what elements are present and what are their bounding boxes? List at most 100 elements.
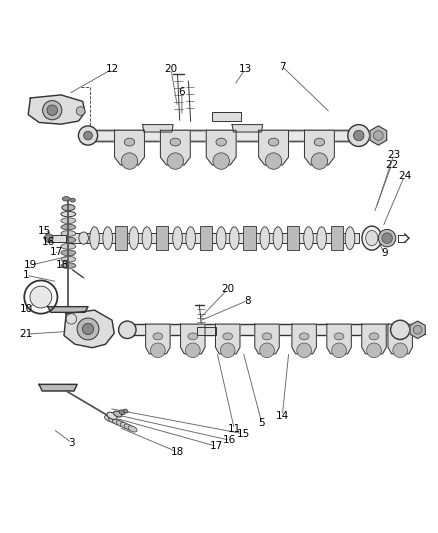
Circle shape [391,320,410,340]
Circle shape [393,343,407,358]
Circle shape [353,130,364,141]
Ellipse shape [62,205,75,211]
Circle shape [119,321,136,338]
Polygon shape [215,324,240,354]
Ellipse shape [369,333,379,340]
Circle shape [220,343,235,358]
Ellipse shape [153,333,163,340]
Circle shape [151,343,165,358]
Text: 3: 3 [69,438,75,448]
Ellipse shape [124,138,135,146]
Bar [115,226,127,251]
Ellipse shape [61,237,76,243]
Circle shape [367,343,381,358]
Ellipse shape [103,227,113,249]
Ellipse shape [124,424,133,430]
Ellipse shape [61,244,76,249]
Ellipse shape [186,227,195,249]
Polygon shape [180,324,205,354]
Polygon shape [292,324,316,354]
Bar [66,233,359,244]
Text: 6: 6 [179,87,185,97]
Ellipse shape [123,409,128,413]
Polygon shape [115,130,145,165]
Text: 5: 5 [258,418,265,428]
Polygon shape [64,310,114,348]
Text: 1: 1 [23,270,29,280]
Ellipse shape [61,212,76,217]
Ellipse shape [170,138,180,146]
Ellipse shape [61,218,76,223]
Ellipse shape [273,227,283,249]
Text: 16: 16 [223,435,237,445]
Ellipse shape [120,422,129,429]
Ellipse shape [90,227,99,249]
Bar [197,327,215,335]
Ellipse shape [129,227,139,249]
Circle shape [185,343,200,358]
Circle shape [311,153,328,169]
Text: 11: 11 [228,424,241,434]
Bar [244,226,256,251]
Ellipse shape [61,256,76,262]
Polygon shape [28,95,85,124]
Circle shape [348,125,370,147]
Text: 14: 14 [276,411,289,421]
Ellipse shape [396,333,405,340]
Polygon shape [327,324,351,354]
Circle shape [382,233,392,244]
Ellipse shape [173,227,182,249]
Ellipse shape [113,411,122,417]
Ellipse shape [107,412,117,419]
Polygon shape [143,125,173,132]
Ellipse shape [128,426,137,432]
Ellipse shape [299,333,309,340]
Ellipse shape [109,417,117,423]
Text: 23: 23 [387,150,400,160]
Text: 20: 20 [221,284,234,294]
Ellipse shape [142,227,152,249]
Circle shape [332,343,346,358]
Circle shape [374,131,383,140]
Ellipse shape [79,232,88,244]
Ellipse shape [314,138,325,146]
Circle shape [265,153,282,169]
Circle shape [47,105,57,116]
Bar [156,226,168,251]
Polygon shape [232,125,263,132]
Circle shape [77,318,99,340]
Text: 15: 15 [237,429,250,439]
Text: 18: 18 [56,260,69,270]
Bar [49,235,66,241]
Ellipse shape [366,230,378,246]
Polygon shape [388,324,413,354]
Bar [200,226,212,251]
Circle shape [84,131,92,140]
Text: 8: 8 [244,296,251,305]
Ellipse shape [334,333,344,340]
Text: 16: 16 [42,237,55,247]
Polygon shape [48,306,88,312]
Ellipse shape [216,227,226,249]
Ellipse shape [105,415,113,422]
Text: 19: 19 [24,260,37,270]
Circle shape [82,323,94,335]
Text: 7: 7 [279,61,286,71]
Ellipse shape [345,227,355,249]
Ellipse shape [112,419,121,425]
Circle shape [66,313,77,324]
Bar [127,324,400,335]
Ellipse shape [216,138,226,146]
Ellipse shape [317,227,326,249]
Text: 22: 22 [385,160,398,170]
Text: 15: 15 [38,225,51,236]
Circle shape [413,326,422,334]
Circle shape [121,153,138,169]
Ellipse shape [304,227,313,249]
Ellipse shape [262,333,272,340]
Circle shape [260,343,274,358]
Ellipse shape [119,410,125,415]
Ellipse shape [260,227,270,249]
Circle shape [213,153,230,169]
Ellipse shape [61,263,76,269]
